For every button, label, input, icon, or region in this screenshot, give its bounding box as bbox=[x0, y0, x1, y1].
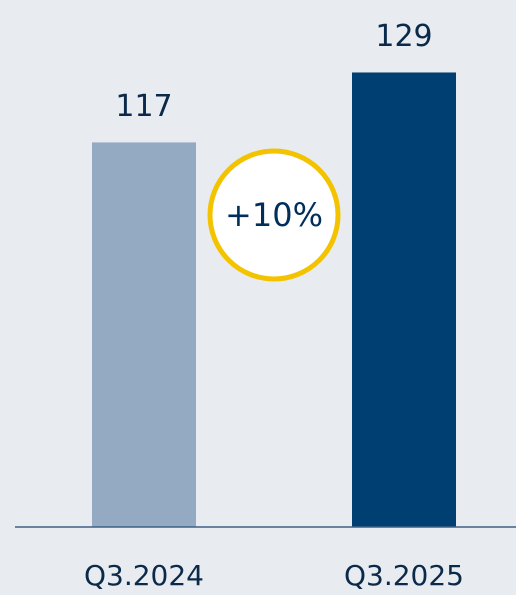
annotation: +10% bbox=[225, 196, 323, 234]
annotation-badge bbox=[207, 148, 341, 282]
value-label: 129 bbox=[375, 19, 432, 54]
bar bbox=[352, 72, 456, 528]
bar bbox=[92, 142, 196, 527]
value-label: 117 bbox=[115, 89, 172, 124]
x-tick-label: Q3.2024 bbox=[84, 559, 204, 591]
x-tick-label: Q3.2025 bbox=[344, 559, 464, 591]
